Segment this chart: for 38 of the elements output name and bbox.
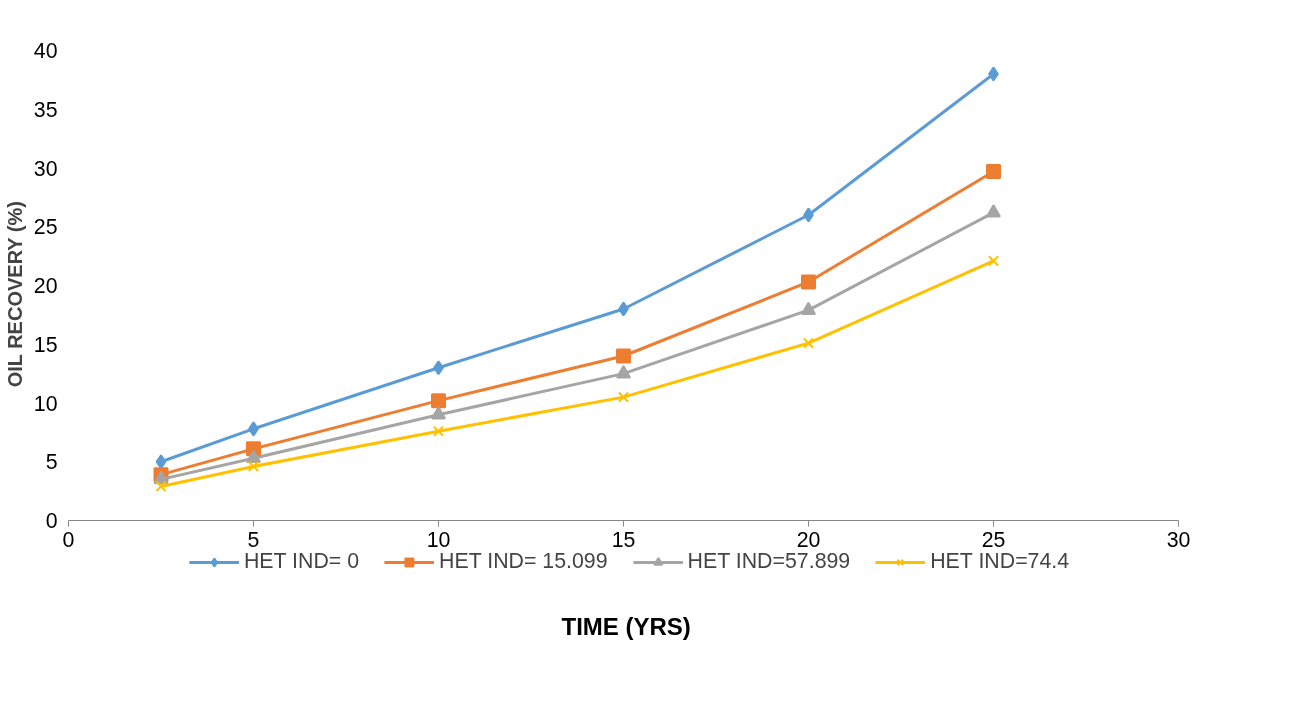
y-tick-label: 5: [45, 450, 58, 475]
point: [801, 274, 816, 290]
point: [986, 204, 1001, 218]
x-tick-label: 20: [796, 527, 821, 552]
point: [987, 255, 1000, 267]
legend-label: HET IND=57.899: [687, 549, 851, 574]
legend-label: HET IND=74.4: [930, 549, 1070, 574]
point: [802, 337, 815, 349]
x-tick-label: 5: [247, 527, 260, 552]
legend-label: HET IND= 0: [243, 549, 360, 574]
legend-label: HET IND= 15.099: [439, 549, 608, 574]
x-axis-title: TIME (YRS): [561, 612, 691, 640]
x-tick-label: 30: [1166, 527, 1191, 552]
point: [246, 449, 261, 463]
y-tick-label: 10: [33, 391, 58, 416]
y-tick-label: 20: [33, 274, 58, 298]
point: [801, 301, 816, 315]
point: [247, 460, 260, 473]
point: [986, 164, 1001, 180]
point: [616, 365, 631, 379]
point: [431, 406, 446, 420]
y-tick-label: 25: [33, 215, 58, 240]
point: [616, 348, 631, 364]
y-tick-label: 0: [45, 509, 58, 533]
point: [431, 393, 446, 409]
y-tick-label: 15: [33, 332, 58, 357]
x-tick-label: 15: [611, 527, 636, 552]
y-axis-title: OIL RECOVERY (%): [3, 201, 26, 388]
y-tick-label: 35: [33, 97, 58, 122]
y-tick-label: 40: [33, 39, 58, 63]
x-tick-label: 25: [981, 527, 1006, 552]
x-tick-label: 0: [62, 527, 75, 552]
point: [155, 480, 167, 493]
y-tick-label: 30: [33, 156, 58, 181]
point: [617, 391, 630, 403]
x-tick-label: 10: [426, 527, 451, 552]
point: [155, 454, 167, 470]
point: [432, 425, 445, 437]
